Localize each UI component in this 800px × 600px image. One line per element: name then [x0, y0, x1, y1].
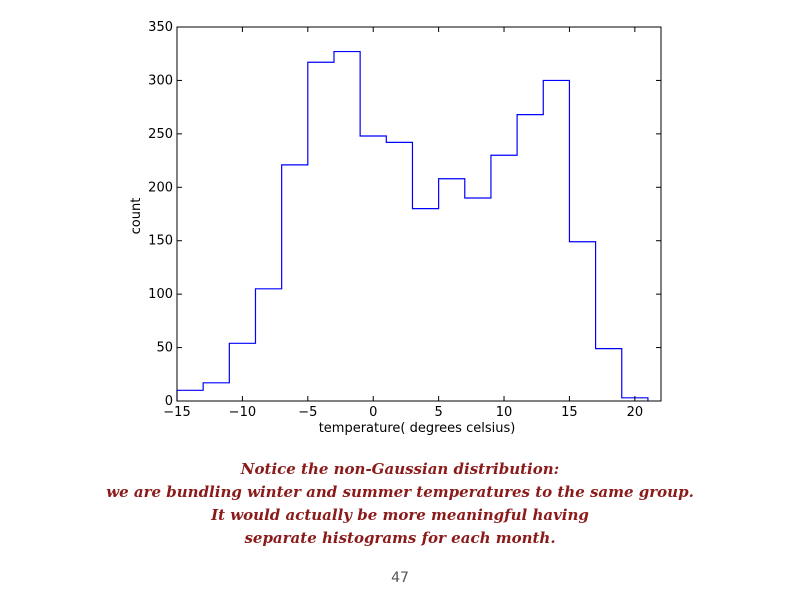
x-tick-label: 5: [434, 405, 442, 420]
histogram-bin: [255, 289, 281, 401]
x-tick-label: 10: [496, 405, 513, 420]
histogram-bin: [491, 155, 517, 401]
histogram-bin: [543, 80, 569, 401]
x-axis-label: temperature( degrees celsius): [319, 421, 516, 436]
y-tick-label: 250: [148, 127, 173, 142]
histogram-bin: [203, 383, 229, 401]
y-tick-label: 350: [148, 20, 173, 35]
histogram-bin: [412, 209, 438, 401]
caption-line-1: Notice the non-Gaussian distribution:: [240, 460, 560, 478]
caption-line-3: It would actually be more meaningful hav…: [211, 506, 589, 524]
histogram-step-line: [176, 50, 649, 401]
y-tick-label: 150: [148, 234, 173, 249]
histogram-bin: [569, 242, 595, 401]
caption: Notice the non-Gaussian distribution: we…: [0, 458, 800, 550]
x-tick-label: −15: [163, 405, 190, 420]
histogram-bin: [308, 62, 334, 401]
caption-line-2: we are bundling winter and summer temper…: [106, 483, 694, 501]
y-tick-label: 50: [156, 341, 173, 356]
histogram-bin: [517, 115, 543, 401]
page-number: 47: [391, 570, 409, 586]
x-tick-label: −5: [298, 405, 317, 420]
histogram-bin: [229, 343, 255, 401]
histogram-chart: −15 −10 −5 0 5 10 15 20050100150200250300350tem…: [129, 20, 662, 436]
y-tick-label: 200: [148, 180, 173, 195]
histogram-bin: [177, 390, 203, 401]
x-tick-label: −10: [229, 405, 256, 420]
histogram-bin: [334, 52, 360, 401]
histogram-bin: [360, 136, 386, 401]
plot-frame: [176, 26, 662, 402]
y-tick-label: 0: [165, 394, 173, 409]
y-axis-label: count: [129, 198, 144, 235]
histogram-bin: [596, 349, 622, 401]
histogram-bin: [465, 198, 491, 401]
y-tick-label: 100: [148, 287, 173, 302]
caption-line-4: separate histograms for each month.: [244, 529, 556, 547]
histogram-bin: [386, 142, 412, 401]
histogram-bin: [282, 165, 308, 401]
histogram-bin: [439, 179, 465, 401]
x-tick-label: 15: [561, 405, 578, 420]
x-tick-label: 20: [627, 405, 644, 420]
y-tick-label: 300: [148, 73, 173, 88]
x-tick-label: 0: [369, 405, 377, 420]
